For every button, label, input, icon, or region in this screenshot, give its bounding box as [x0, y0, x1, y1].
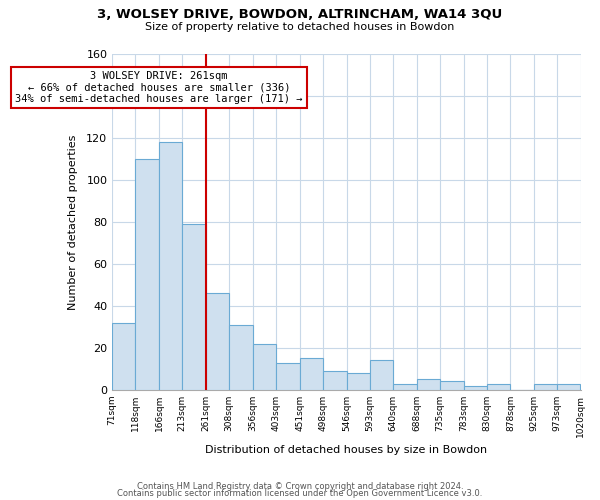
Bar — [416, 380, 440, 390]
Text: 3, WOLSEY DRIVE, BOWDON, ALTRINCHAM, WA14 3QU: 3, WOLSEY DRIVE, BOWDON, ALTRINCHAM, WA1… — [97, 8, 503, 20]
Bar — [487, 384, 511, 390]
Text: 3 WOLSEY DRIVE: 261sqm
← 66% of detached houses are smaller (336)
34% of semi-de: 3 WOLSEY DRIVE: 261sqm ← 66% of detached… — [16, 71, 303, 104]
Bar — [347, 373, 370, 390]
Bar — [112, 322, 136, 390]
Bar — [253, 344, 276, 390]
Bar — [300, 358, 323, 390]
Bar — [440, 382, 464, 390]
Bar — [370, 360, 393, 390]
Y-axis label: Number of detached properties: Number of detached properties — [68, 134, 78, 310]
Bar — [393, 384, 416, 390]
Bar — [533, 384, 557, 390]
X-axis label: Distribution of detached houses by size in Bowdon: Distribution of detached houses by size … — [205, 445, 487, 455]
Bar — [136, 159, 159, 390]
Bar — [159, 142, 182, 390]
Bar — [229, 324, 253, 390]
Bar — [182, 224, 206, 390]
Bar — [276, 362, 300, 390]
Bar — [323, 371, 347, 390]
Text: Size of property relative to detached houses in Bowdon: Size of property relative to detached ho… — [145, 22, 455, 32]
Bar — [557, 384, 580, 390]
Text: Contains HM Land Registry data © Crown copyright and database right 2024.: Contains HM Land Registry data © Crown c… — [137, 482, 463, 491]
Bar — [464, 386, 487, 390]
Text: Contains public sector information licensed under the Open Government Licence v3: Contains public sector information licen… — [118, 489, 482, 498]
Bar — [206, 294, 229, 390]
